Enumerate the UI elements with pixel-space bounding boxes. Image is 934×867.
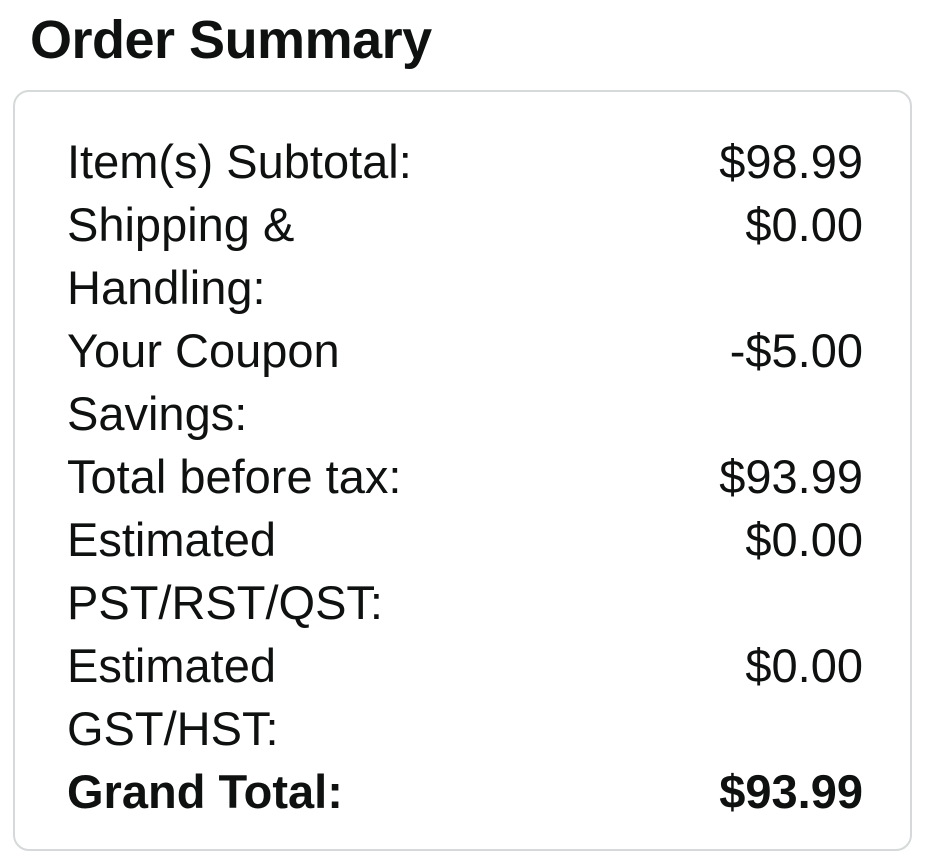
shipping-handling-value: $0.00 <box>745 198 863 251</box>
summary-row-total-before-tax: Total before tax: $93.99 <box>67 445 863 508</box>
summary-row-estimated-gst: Estimated GST/HST: $0.00 <box>67 634 863 760</box>
page-title: Order Summary <box>30 10 432 70</box>
items-subtotal-label: Item(s) Subtotal: <box>67 135 412 188</box>
estimated-pst-label: Estimated PST/RST/QST: <box>67 513 383 629</box>
order-summary-card: Item(s) Subtotal: $98.99 Shipping & Hand… <box>13 90 912 851</box>
summary-row-estimated-pst: Estimated PST/RST/QST: $0.00 <box>67 508 863 634</box>
estimated-gst-label: Estimated GST/HST: <box>67 639 279 755</box>
summary-row-shipping-handling: Shipping & Handling: $0.00 <box>67 193 863 319</box>
estimated-pst-value: $0.00 <box>745 513 863 566</box>
shipping-handling-label: Shipping & Handling: <box>67 198 295 314</box>
total-before-tax-label: Total before tax: <box>67 450 402 503</box>
coupon-savings-label: Your Coupon Savings: <box>67 324 340 440</box>
summary-row-items-subtotal: Item(s) Subtotal: $98.99 <box>67 130 863 193</box>
grand-total-label: Grand Total: <box>67 765 343 818</box>
grand-total-value: $93.99 <box>719 765 863 818</box>
coupon-savings-value: -$5.00 <box>729 324 863 377</box>
items-subtotal-value: $98.99 <box>719 135 863 188</box>
estimated-gst-value: $0.00 <box>745 639 863 692</box>
summary-row-coupon-savings: Your Coupon Savings: -$5.00 <box>67 319 863 445</box>
summary-row-grand-total: Grand Total: $93.99 <box>67 760 863 823</box>
total-before-tax-value: $93.99 <box>719 450 863 503</box>
